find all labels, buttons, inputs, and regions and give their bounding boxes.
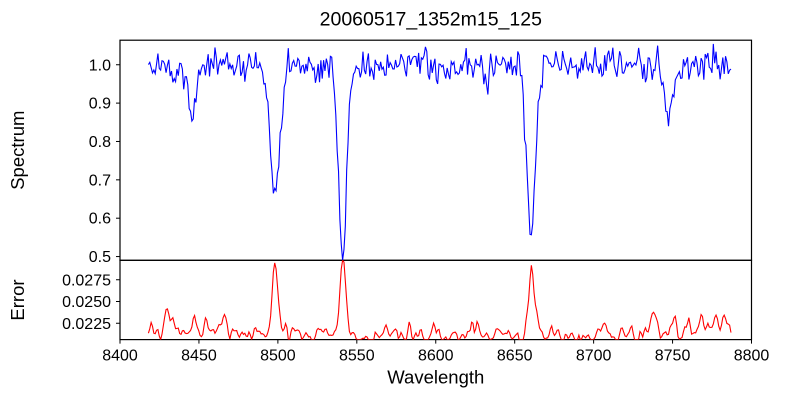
- svg-text:8450: 8450: [181, 348, 217, 365]
- svg-text:20060517_1352m15_125: 20060517_1352m15_125: [320, 9, 542, 31]
- svg-text:0.6: 0.6: [89, 211, 111, 228]
- svg-text:0.0250: 0.0250: [62, 294, 111, 311]
- svg-text:8800: 8800: [734, 348, 770, 365]
- svg-text:Wavelength: Wavelength: [387, 367, 484, 388]
- svg-text:0.0275: 0.0275: [62, 272, 111, 289]
- svg-text:Error: Error: [7, 279, 28, 320]
- svg-text:Spectrum: Spectrum: [7, 111, 28, 190]
- svg-text:0.0225: 0.0225: [62, 316, 111, 333]
- svg-text:0.8: 0.8: [89, 134, 111, 151]
- svg-text:8500: 8500: [260, 348, 296, 365]
- svg-text:8750: 8750: [655, 348, 691, 365]
- svg-text:8700: 8700: [576, 348, 612, 365]
- svg-text:0.9: 0.9: [89, 96, 111, 113]
- svg-text:1.0: 1.0: [89, 57, 111, 74]
- svg-text:8550: 8550: [339, 348, 375, 365]
- svg-text:8400: 8400: [102, 348, 138, 365]
- svg-text:0.5: 0.5: [89, 249, 111, 266]
- svg-text:8600: 8600: [418, 348, 454, 365]
- svg-text:0.7: 0.7: [89, 172, 111, 189]
- svg-text:8650: 8650: [497, 348, 533, 365]
